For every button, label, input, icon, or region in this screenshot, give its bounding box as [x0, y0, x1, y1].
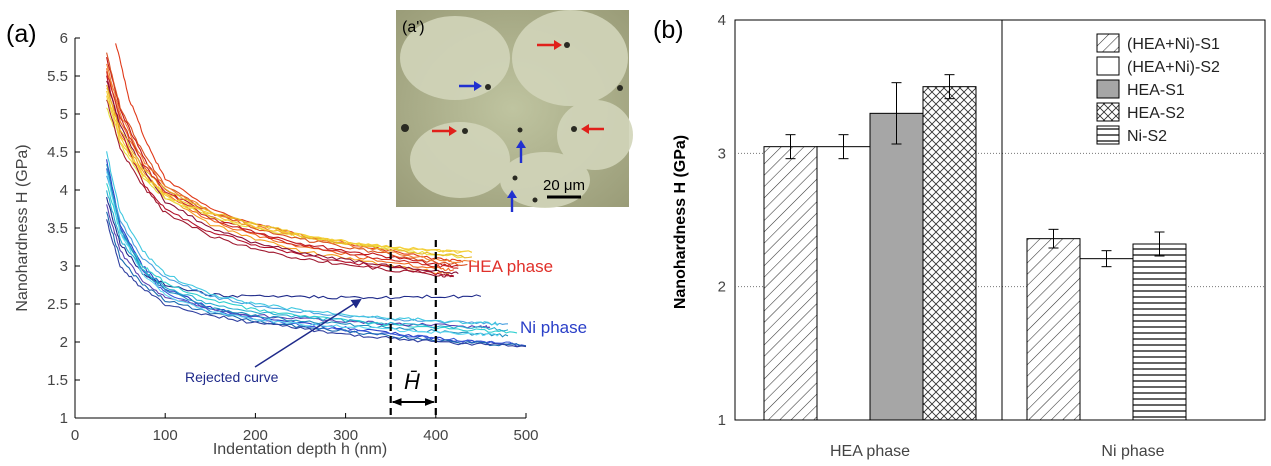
category-label: Ni phase: [1101, 443, 1164, 460]
bar-(HEA+Ni)-S2-HEA phase: [816, 146, 871, 421]
panel-a-line-chart: (a) 0 100 200 300 400 500 1 1.5 2 2.5 3 3.5 4 4.5 5 5.…: [6, 20, 587, 458]
legend-swatch: [1096, 125, 1120, 145]
panel-b-label: (b): [653, 16, 684, 44]
bar-(HEA+Ni)-S1-Ni phase: [1026, 238, 1081, 421]
hea-curve-12: [106, 71, 459, 269]
legend-swatch: [1096, 102, 1120, 122]
panel-a-y-axis-label: Nanohardness H (GPa): [14, 144, 31, 311]
panel-b-y-ticks: 1 2 3 4: [718, 12, 726, 429]
panel-b-y-axis-label: Nanohardness H (GPa): [672, 135, 689, 309]
x-tick-label: 100: [153, 427, 178, 444]
y-tick-label: 1: [718, 412, 726, 429]
y-tick-label: 4.5: [47, 144, 68, 161]
y-tick-label: 3: [718, 145, 726, 162]
ni-curve-9: [106, 171, 500, 337]
legend-label: HEA-S1: [1127, 82, 1185, 99]
ni-curve-3: [106, 175, 509, 326]
hea-curve-7: [106, 80, 459, 275]
legend-label: (HEA+Ni)-S1: [1127, 36, 1220, 53]
y-tick-label: 2: [60, 334, 68, 351]
y-tick-label: 2.5: [47, 296, 68, 313]
y-tick-label: 5.5: [47, 68, 68, 85]
legend-swatch: [1096, 33, 1120, 53]
y-tick-label: 2: [718, 279, 726, 296]
red-arrows: [432, 40, 604, 136]
ni-curve-0: [106, 159, 527, 347]
legend-swatch: [1096, 56, 1120, 76]
y-tick-label: 4: [60, 182, 68, 199]
ni-curve-5: [106, 183, 518, 334]
inset-label: (a'): [402, 19, 425, 36]
panel-a-series: [106, 43, 527, 348]
legend-swatch: [1096, 79, 1120, 99]
ni-phase-annotation: Ni phase: [520, 318, 587, 337]
scale-bar-label: 20 μm: [543, 177, 585, 194]
micrograph-grains: [400, 10, 633, 208]
averaging-window: [389, 240, 437, 418]
micrograph-inset: (a') 20 μm: [396, 10, 633, 212]
bar-HEA-S2-HEA phase: [922, 86, 977, 421]
bar-(HEA+Ni)-S1-HEA phase: [763, 146, 818, 421]
x-tick-label: 0: [71, 427, 79, 444]
y-tick-label: 1: [60, 410, 68, 427]
category-label: HEA phase: [830, 443, 910, 460]
legend-label: Ni-S2: [1127, 128, 1167, 145]
x-tick-label: 400: [423, 427, 448, 444]
hea-curve-13: [106, 95, 473, 254]
hea-curve-6: [106, 75, 454, 277]
panel-b-bars: [763, 74, 1187, 421]
x-tick-label: 300: [333, 427, 358, 444]
h-bar-annotation: H̄: [404, 369, 420, 394]
micrograph-pores: [401, 42, 623, 203]
y-tick-label: 3: [60, 258, 68, 275]
panel-a-label: (a): [6, 20, 37, 48]
x-tick-label: 500: [513, 427, 538, 444]
y-tick-label: 6: [60, 30, 68, 47]
y-tick-label: 5: [60, 106, 68, 123]
blue-arrows: [459, 81, 526, 212]
y-tick-label: 3.5: [47, 220, 68, 237]
hea-curve-3: [106, 84, 450, 275]
panel-b-bar-chart: (b) 1 2 3 4 HEA phase Ni phase Nanohardness …: [653, 12, 1266, 460]
panel-a-y-ticks: 1 1.5 2 2.5 3 3.5 4 4.5 5 5.5 6: [47, 30, 80, 427]
hea-curve-10: [106, 63, 477, 264]
rejected-curve-annotation: Rejected curve: [185, 369, 279, 385]
panel-b-categories: HEA phase Ni phase: [830, 443, 1165, 460]
panel-a-x-axis-label: Indentation depth h (nm): [213, 441, 387, 458]
legend-label: (HEA+Ni)-S2: [1127, 59, 1220, 76]
x-tick-label: 200: [243, 427, 268, 444]
panel-a-x-ticks: 0 100 200 300 400 500: [71, 413, 539, 444]
ni-curve-2: [106, 196, 482, 300]
ni-curve-10: [106, 219, 527, 348]
ni-curve-11: [106, 190, 509, 332]
hea-curve-11: [106, 87, 472, 259]
legend-label: HEA-S2: [1127, 105, 1185, 122]
bar-HEA-S1-HEA phase: [869, 112, 924, 421]
hea-curve-8: [106, 52, 468, 266]
rejected-curve-arrow: [254, 298, 362, 368]
hea-phase-annotation: HEA phase: [468, 257, 553, 276]
y-tick-label: 1.5: [47, 372, 68, 389]
ni-curve-4: [106, 151, 500, 327]
bar-(HEA+Ni)-S2-Ni phase: [1079, 258, 1134, 421]
bar-Ni-S2-Ni phase: [1132, 243, 1187, 421]
panel-b-legend: (HEA+Ni)-S1 (HEA+Ni)-S2 HEA-S1 HEA-S2 Ni-S2: [1096, 33, 1220, 145]
y-tick-label: 4: [718, 12, 726, 29]
hea-curve-9: [106, 99, 454, 278]
hea-curve-2: [106, 68, 454, 272]
